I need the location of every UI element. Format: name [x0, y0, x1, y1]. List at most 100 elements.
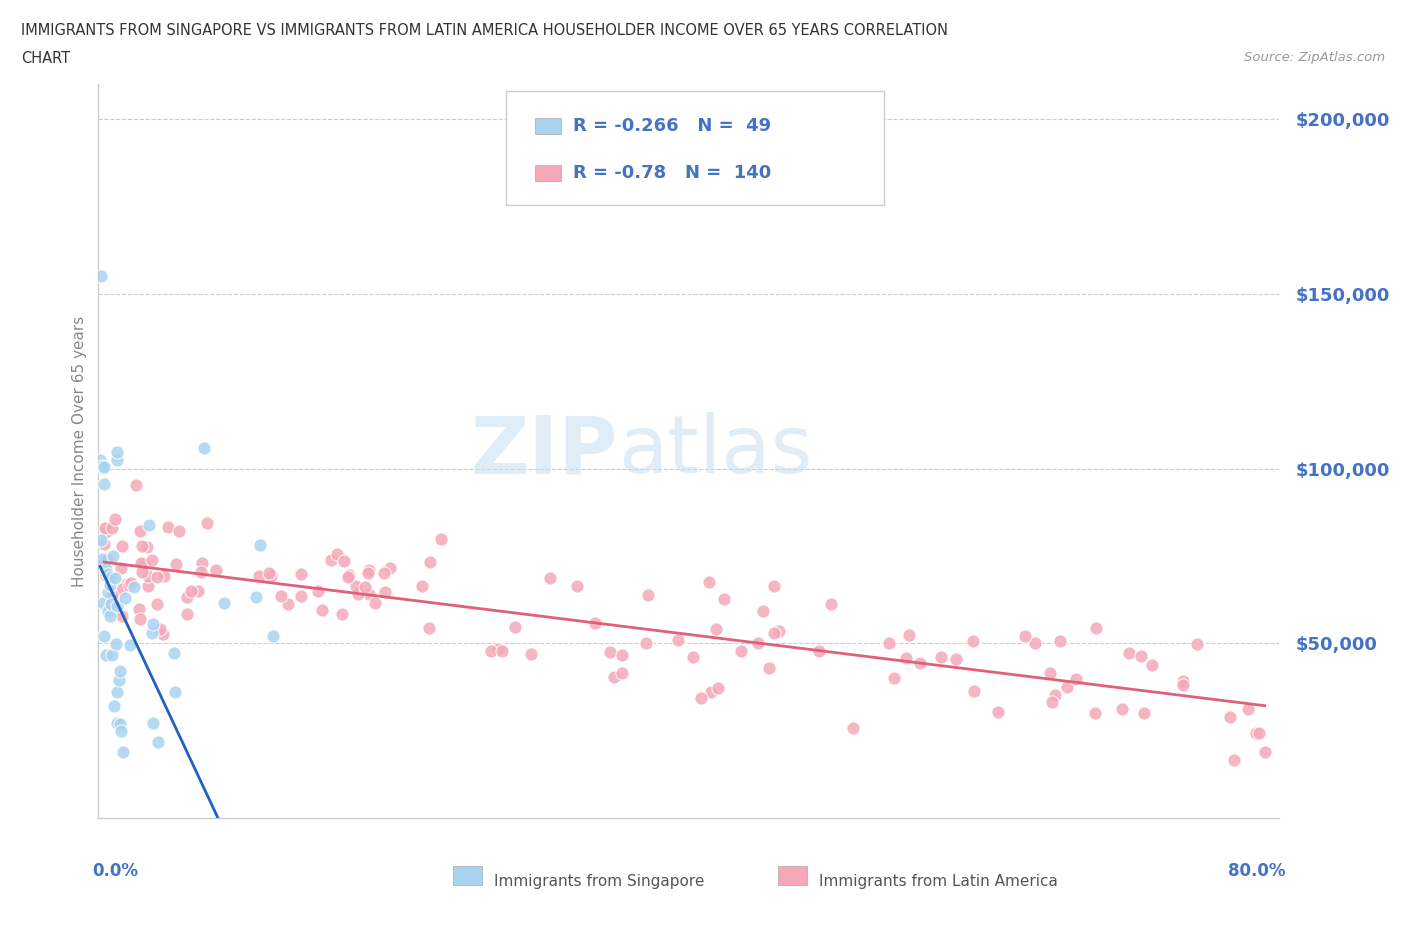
Text: Source: ZipAtlas.com: Source: ZipAtlas.com — [1244, 51, 1385, 64]
Point — [707, 681, 730, 696]
Point — [129, 611, 152, 626]
Point — [190, 565, 212, 579]
Point — [1049, 633, 1071, 648]
Point — [110, 724, 132, 738]
Point — [245, 590, 267, 604]
Bar — [536, 165, 561, 180]
Y-axis label: Householder Income Over 65 years: Householder Income Over 65 years — [72, 315, 87, 587]
Point — [100, 569, 122, 584]
Text: atlas: atlas — [619, 412, 813, 490]
Point — [1223, 752, 1246, 767]
Point — [104, 636, 127, 651]
Point — [124, 477, 146, 492]
Point — [1084, 620, 1107, 635]
Point — [110, 561, 132, 576]
Point — [93, 537, 115, 551]
Point — [94, 552, 117, 567]
Point — [112, 745, 135, 760]
Point — [1247, 725, 1270, 740]
Point — [114, 591, 136, 605]
Point — [97, 604, 120, 618]
Point — [141, 626, 163, 641]
Point — [763, 626, 786, 641]
Point — [486, 642, 509, 657]
Point — [1118, 645, 1140, 660]
Point — [768, 623, 790, 638]
Point — [277, 596, 299, 611]
Point — [357, 565, 380, 580]
Point — [105, 684, 128, 699]
Point — [1064, 671, 1087, 686]
Point — [131, 538, 153, 553]
Point — [666, 632, 689, 647]
Bar — [453, 866, 482, 884]
Point — [270, 589, 292, 604]
Point — [354, 579, 377, 594]
Point — [418, 621, 440, 636]
Point — [101, 521, 124, 536]
Point — [896, 650, 918, 665]
Point — [962, 634, 984, 649]
Point — [105, 598, 128, 613]
Point — [491, 644, 513, 658]
Point — [149, 622, 172, 637]
Point — [699, 684, 721, 699]
Point — [479, 644, 502, 658]
Point — [93, 459, 115, 474]
Point — [599, 644, 621, 659]
Point — [136, 578, 159, 593]
Point — [1084, 706, 1107, 721]
Point — [311, 602, 333, 617]
Point — [898, 628, 921, 643]
Point — [1130, 648, 1153, 663]
Point — [165, 685, 187, 700]
Point — [111, 581, 134, 596]
Point — [98, 578, 121, 592]
Point — [699, 575, 721, 590]
Point — [124, 580, 146, 595]
Point — [307, 583, 329, 598]
Text: IMMIGRANTS FROM SINGAPORE VS IMMIGRANTS FROM LATIN AMERICA HOUSEHOLDER INCOME OV: IMMIGRANTS FROM SINGAPORE VS IMMIGRANTS … — [21, 23, 948, 38]
Point — [197, 515, 219, 530]
Point — [89, 452, 111, 467]
Point — [90, 551, 112, 566]
Point — [1140, 658, 1163, 672]
Point — [565, 578, 588, 593]
Point — [129, 555, 152, 570]
Point — [157, 520, 180, 535]
Text: ZIP: ZIP — [471, 412, 619, 490]
Point — [290, 566, 312, 581]
Point — [326, 546, 349, 561]
Point — [1173, 673, 1195, 688]
Point — [136, 568, 159, 583]
Point — [129, 524, 152, 538]
Point — [1111, 702, 1133, 717]
Point — [110, 663, 132, 678]
Point — [1133, 706, 1156, 721]
Point — [682, 649, 704, 664]
Text: 0.0%: 0.0% — [93, 862, 139, 881]
Point — [111, 538, 134, 553]
Point — [808, 644, 831, 658]
Point — [104, 571, 127, 586]
Point — [538, 570, 561, 585]
Point — [1040, 695, 1063, 710]
Bar — [536, 118, 561, 134]
Point — [104, 512, 127, 526]
Point — [193, 440, 215, 455]
Point — [118, 578, 141, 592]
Point — [162, 646, 184, 661]
Point — [187, 583, 209, 598]
Point — [132, 557, 155, 572]
Point — [260, 569, 283, 584]
Point — [94, 521, 117, 536]
Point — [364, 595, 387, 610]
Point — [93, 476, 115, 491]
Point — [93, 629, 115, 644]
Point — [879, 635, 901, 650]
Point — [105, 716, 128, 731]
Point — [1039, 666, 1062, 681]
Point — [103, 549, 125, 564]
Point — [321, 552, 343, 567]
Point — [1185, 636, 1208, 651]
